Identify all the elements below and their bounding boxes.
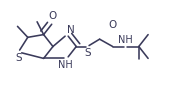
Text: S: S <box>15 53 22 63</box>
Text: N: N <box>67 25 75 35</box>
Text: NH: NH <box>58 60 72 70</box>
Text: O: O <box>49 11 57 21</box>
Text: O: O <box>108 20 117 30</box>
Text: NH: NH <box>118 35 133 45</box>
Text: S: S <box>84 48 91 58</box>
